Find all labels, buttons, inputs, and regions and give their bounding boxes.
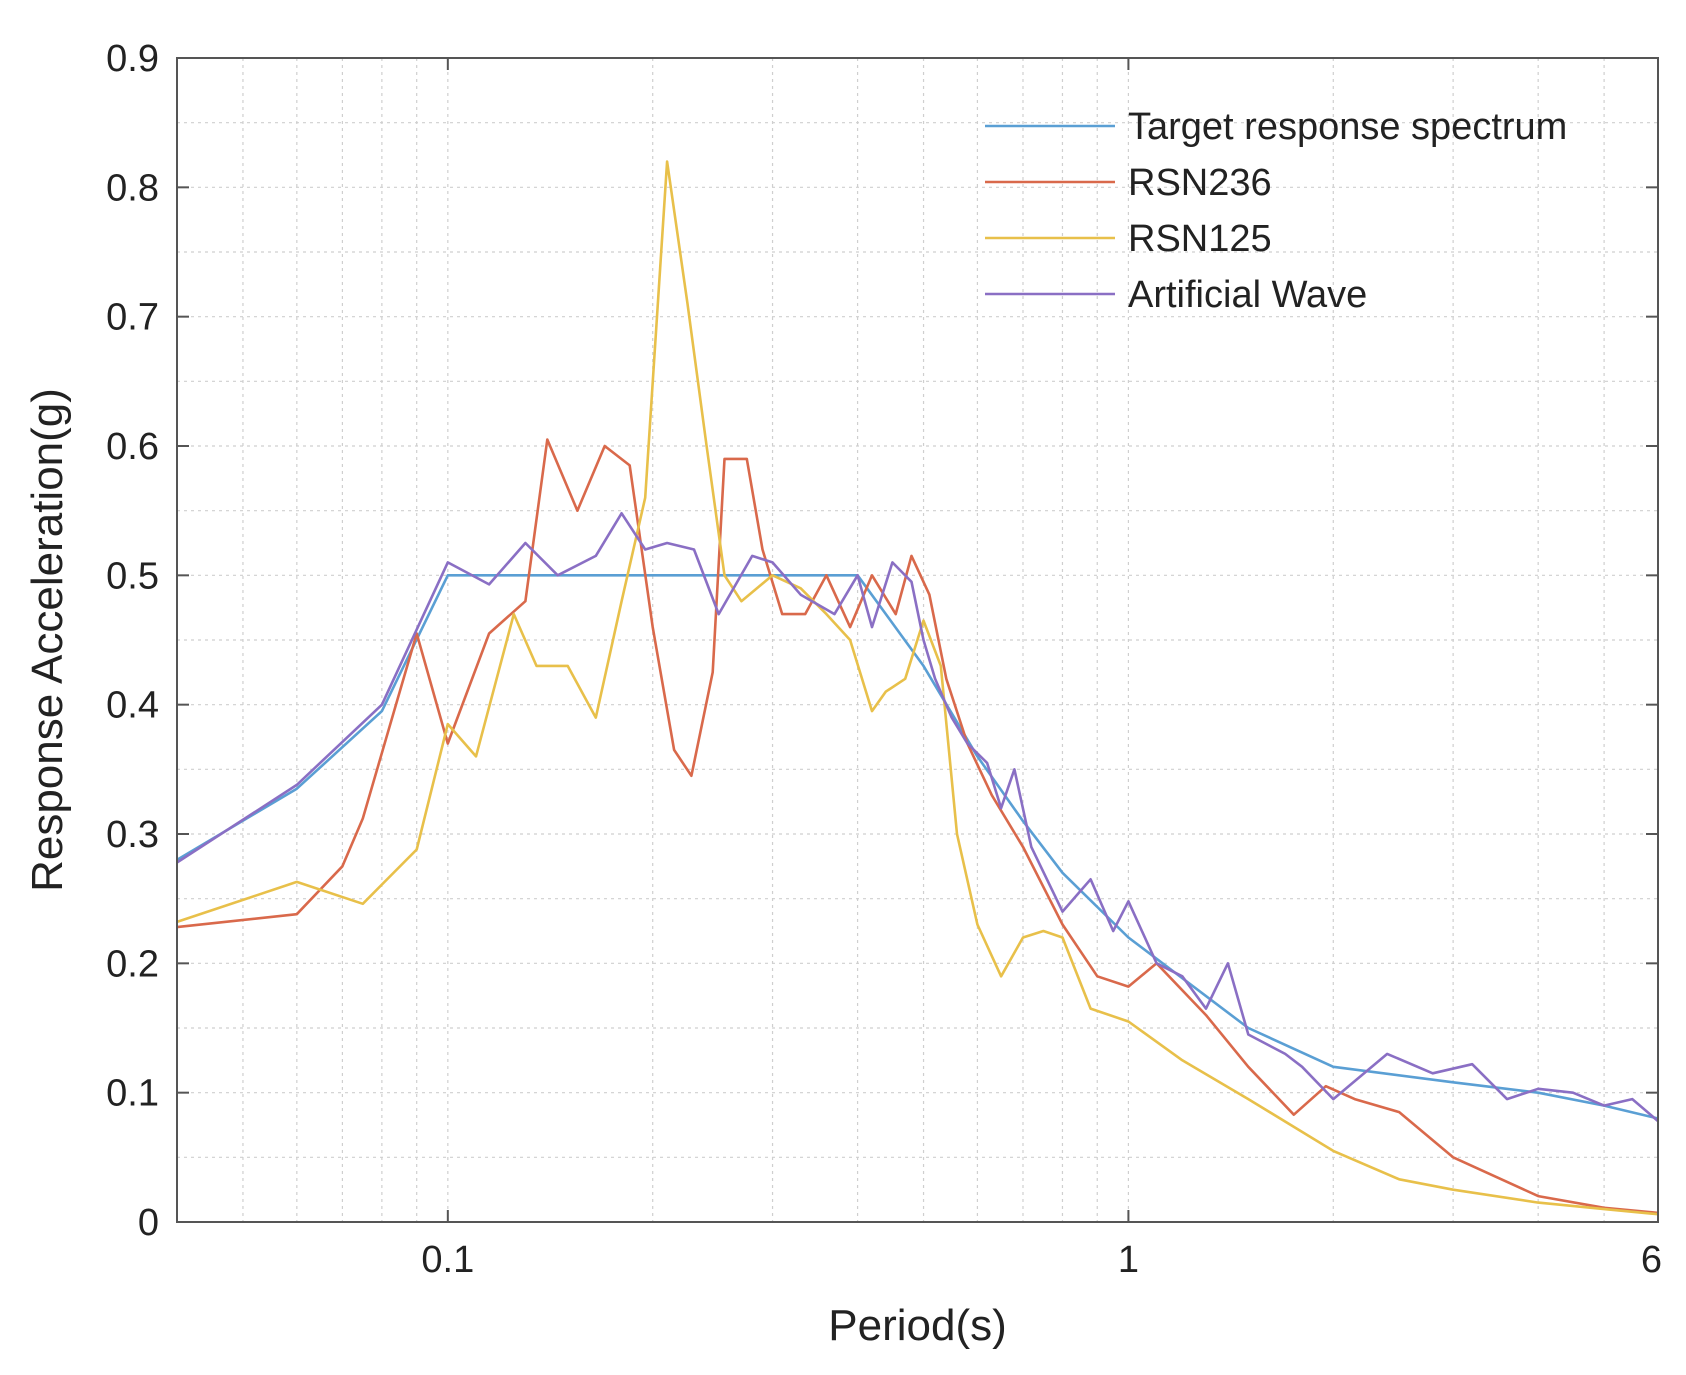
y-tick-label: 0.1 xyxy=(106,1073,159,1115)
ticks: 0 0.1 0.2 0.3 0.4 0.5 0.6 0.7 0.8 0.9 0.1 1 6 xyxy=(106,38,1662,1281)
y-tick-label: 0.9 xyxy=(106,38,159,80)
y-tick-label: 0.2 xyxy=(106,943,159,985)
y-tick-label: 0.4 xyxy=(106,685,159,727)
x-tick-label: 1 xyxy=(1118,1239,1139,1281)
y-tick-label: 0.3 xyxy=(106,814,159,856)
y-tick-label: 0.7 xyxy=(106,297,159,339)
legend-label-0: Target response spectrum xyxy=(1128,106,1567,148)
legend: Target response spectrum RSN236 RSN125 Arti… xyxy=(985,106,1567,316)
y-tick-label: 0.5 xyxy=(106,555,159,597)
y-tick-label: 0.8 xyxy=(106,167,159,209)
y-tick-label: 0.6 xyxy=(106,426,159,468)
x-tick-label: 0.1 xyxy=(421,1239,474,1281)
legend-label-2: RSN125 xyxy=(1128,218,1272,260)
axis-titles: Period(s) Response Acceleration(g) xyxy=(23,388,1007,1350)
y-axis-title: Response Acceleration(g) xyxy=(23,388,72,892)
x-axis-title: Period(s) xyxy=(828,1301,1007,1350)
y-tick-label: 0 xyxy=(138,1202,159,1244)
series-line-1 xyxy=(176,438,1659,1215)
series-line-2 xyxy=(176,160,1659,1216)
legend-label-3: Artificial Wave xyxy=(1128,274,1367,316)
plot-frame xyxy=(176,57,1659,1223)
x-tick-label: 6 xyxy=(1641,1239,1662,1281)
legend-label-1: RSN236 xyxy=(1128,162,1272,204)
series-layer xyxy=(176,160,1659,1216)
series-line-3 xyxy=(176,511,1659,1123)
